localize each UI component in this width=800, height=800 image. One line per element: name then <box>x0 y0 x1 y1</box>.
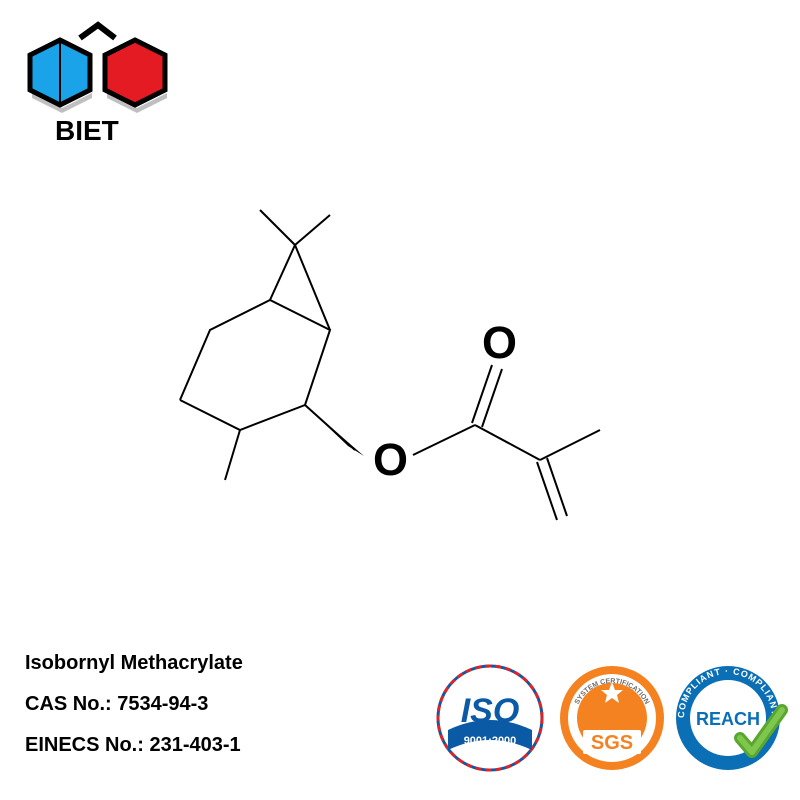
structure-lines-2 <box>413 365 502 455</box>
compound-name: Isobornyl Methacrylate <box>25 652 243 675</box>
cas-label: CAS No.: <box>25 693 112 715</box>
certification-badges: ISO 9001:2000 SYSTEM CERTIFICATION SGS <box>430 660 790 775</box>
sgs-badge: SYSTEM CERTIFICATION SGS <box>555 660 670 775</box>
iso-text-sub: 9001:2000 <box>464 735 517 747</box>
chemical-structure: O O <box>130 200 690 565</box>
cas-number: 7534-94-3 <box>117 693 208 715</box>
oxygen-ester: O <box>373 434 408 485</box>
logo-bridge <box>80 25 115 38</box>
structure-lines-3 <box>475 425 600 520</box>
einecs-line: EINECS No.: 231-403-1 <box>25 734 243 757</box>
sgs-text-main: SGS <box>591 732 633 754</box>
einecs-number: 231-403-1 <box>149 734 240 756</box>
logo-hexagon-right <box>105 40 165 105</box>
iso-badge: ISO 9001:2000 <box>430 660 555 775</box>
oxygen-carbonyl: O <box>482 317 517 368</box>
iso-text-main: ISO <box>461 692 520 730</box>
logo-text: BIET <box>55 115 119 146</box>
structure-svg: O O <box>130 200 690 560</box>
brand-logo: BIET <box>20 20 215 155</box>
structure-lines <box>180 210 355 480</box>
reach-badge: COMPLIANT · COMPLIANT · REACH <box>670 660 790 775</box>
cas-line: CAS No.: 7534-94-3 <box>25 693 243 716</box>
reach-text-main: REACH <box>696 709 760 729</box>
compound-info: Isobornyl Methacrylate CAS No.: 7534-94-… <box>25 634 243 775</box>
einecs-label: EINECS No.: <box>25 734 144 756</box>
logo-svg: BIET <box>20 20 215 150</box>
